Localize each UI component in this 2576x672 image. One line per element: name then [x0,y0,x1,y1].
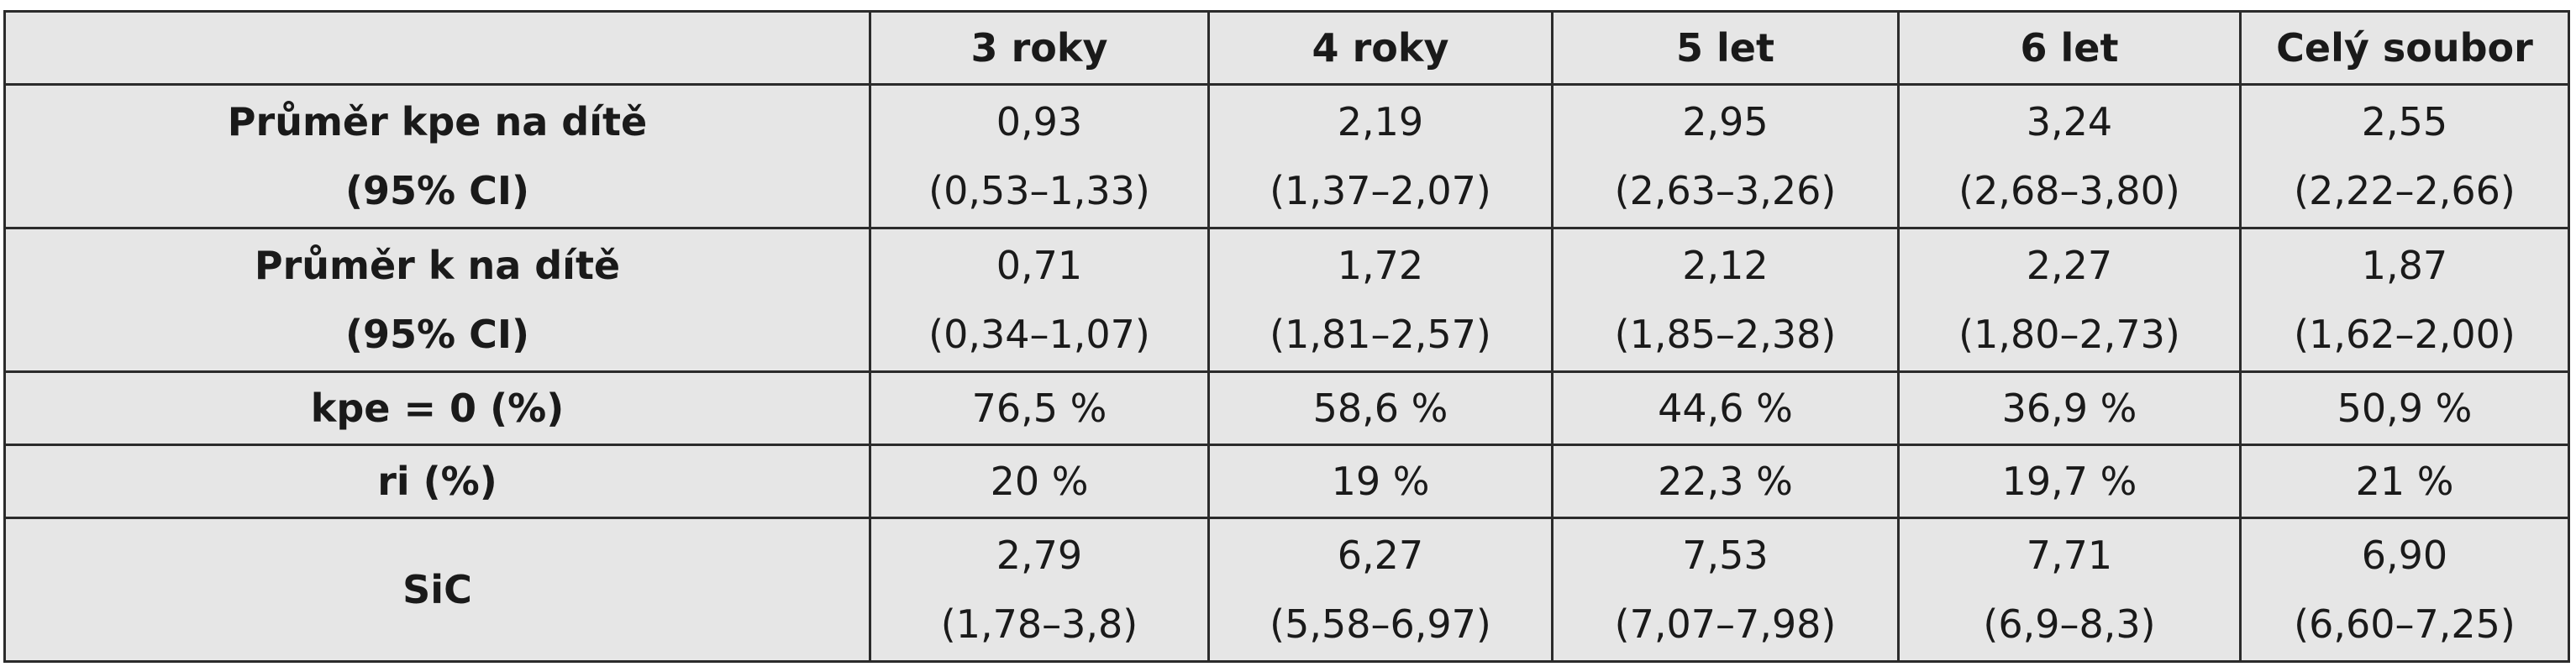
column-header: 3 roky [869,10,1210,86]
cell-value: 44,6 % [1658,386,1793,431]
corner-cell [3,10,871,86]
label-line: kpe = 0 (%) [310,386,565,431]
row-label: ri (%) [3,444,871,519]
cell-interval: (6,60–7,25) [2294,601,2516,647]
cell-value: 19,7 % [2001,459,2137,504]
cell-value: 7,71 [2026,533,2113,578]
data-table: 3 roky 4 roky 5 let 6 let Celý soubor Průměr… [3,10,2570,663]
label-line: (95% CI) [344,168,530,213]
cell-interval: (2,63–3,26) [1614,168,1837,213]
data-cell: 76,5 % [869,370,1210,446]
data-cell: 2,95 (2,63–3,26) [1551,83,1900,229]
data-cell: 6,27 (5,58–6,97) [1207,517,1553,663]
data-cell: 21 % [2239,444,2570,519]
data-cell: 2,19 (1,37–2,07) [1207,83,1553,229]
table-row: Průměr k na dítě (95% CI) 0,71 (0,34–1,07) 1… [3,227,2570,373]
label-line: SiC [402,567,472,612]
cell-value: 3,24 [2026,99,2113,144]
data-cell: 19 % [1207,444,1553,519]
data-cell: 36,9 % [1897,370,2242,446]
data-cell: 7,71 (6,9–8,3) [1897,517,2242,663]
column-header: 6 let [1897,10,2242,86]
cell-value: 76,5 % [971,386,1107,431]
table-row: Průměr kpe na dítě (95% CI) 0,93 (0,53–1,33… [3,83,2570,229]
data-cell: 1,87 (1,62–2,00) [2239,227,2570,373]
column-header: 5 let [1551,10,1900,86]
cell-value: 19 % [1331,459,1430,504]
data-cell: 22,3 % [1551,444,1900,519]
cell-interval: (1,78–3,8) [940,601,1138,647]
cell-interval: (2,68–3,80) [1958,168,2180,213]
data-cell: 0,93 (0,53–1,33) [869,83,1210,229]
table-row: kpe = 0 (%) 76,5 % 58,6 % 44,6 % 36,9 % 50,9 … [3,370,2570,446]
cell-interval: (2,22–2,66) [2294,168,2516,213]
cell-value: 20 % [990,459,1089,504]
label-line: ri (%) [377,459,497,504]
cell-value: 1,72 [1337,243,1424,288]
cell-interval: (1,62–2,00) [2294,312,2516,357]
cell-value: 2,27 [2026,243,2113,288]
column-header: Celý soubor [2239,10,2570,86]
cell-value: 1,87 [2361,243,2448,288]
row-label: Průměr kpe na dítě (95% CI) [3,83,871,229]
cell-interval: (1,37–2,07) [1270,168,1491,213]
cell-value: 50,9 % [2337,386,2473,431]
data-cell: 3,24 (2,68–3,80) [1897,83,2242,229]
row-label: kpe = 0 (%) [3,370,871,446]
cell-value: 6,27 [1337,533,1424,578]
label-line: Průměr kpe na dítě [227,99,648,144]
header-row: 3 roky 4 roky 5 let 6 let Celý soubor [3,10,2570,86]
row-label: SiC [3,517,871,663]
cell-value: 0,71 [996,243,1083,288]
data-cell: 58,6 % [1207,370,1553,446]
cell-value: 7,53 [1682,533,1769,578]
cell-value: 36,9 % [2001,386,2137,431]
data-cell: 19,7 % [1897,444,2242,519]
cell-value: 58,6 % [1312,386,1448,431]
column-header: 4 roky [1207,10,1553,86]
cell-value: 6,90 [2361,533,2448,578]
cell-value: 22,3 % [1658,459,1793,504]
cell-interval: (0,53–1,33) [928,168,1150,213]
cell-interval: (1,85–2,38) [1614,312,1837,357]
data-cell: 2,55 (2,22–2,66) [2239,83,2570,229]
row-label: Průměr k na dítě (95% CI) [3,227,871,373]
data-cell: 2,27 (1,80–2,73) [1897,227,2242,373]
cell-interval: (5,58–6,97) [1270,601,1491,647]
cell-interval: (1,80–2,73) [1958,312,2180,357]
table-row: SiC 2,79 (1,78–3,8) 6,27 (5,58–6,97) 7,53 (7,0… [3,517,2570,663]
cell-interval: (7,07–7,98) [1614,601,1837,647]
cell-interval: (1,81–2,57) [1270,312,1491,357]
cell-value: 2,79 [996,533,1083,578]
cell-value: 2,95 [1682,99,1769,144]
label-line: (95% CI) [344,312,530,357]
table-row: ri (%) 20 % 19 % 22,3 % 19,7 % 21 % [3,444,2570,519]
data-cell: 20 % [869,444,1210,519]
data-cell: 6,90 (6,60–7,25) [2239,517,2570,663]
cell-value: 2,55 [2361,99,2448,144]
data-cell: 1,72 (1,81–2,57) [1207,227,1553,373]
cell-value: 2,19 [1337,99,1424,144]
cell-value: 0,93 [996,99,1083,144]
data-cell: 2,79 (1,78–3,8) [869,517,1210,663]
data-cell: 50,9 % [2239,370,2570,446]
cell-interval: (6,9–8,3) [1983,601,2156,647]
cell-interval: (0,34–1,07) [928,312,1150,357]
data-cell: 7,53 (7,07–7,98) [1551,517,1900,663]
label-line: Průměr k na dítě [254,243,621,288]
data-cell: 44,6 % [1551,370,1900,446]
cell-value: 21 % [2355,459,2454,504]
cell-value: 2,12 [1682,243,1769,288]
data-cell: 2,12 (1,85–2,38) [1551,227,1900,373]
table-container: 3 roky 4 roky 5 let 6 let Celý soubor Průměr… [3,10,2570,663]
data-cell: 0,71 (0,34–1,07) [869,227,1210,373]
